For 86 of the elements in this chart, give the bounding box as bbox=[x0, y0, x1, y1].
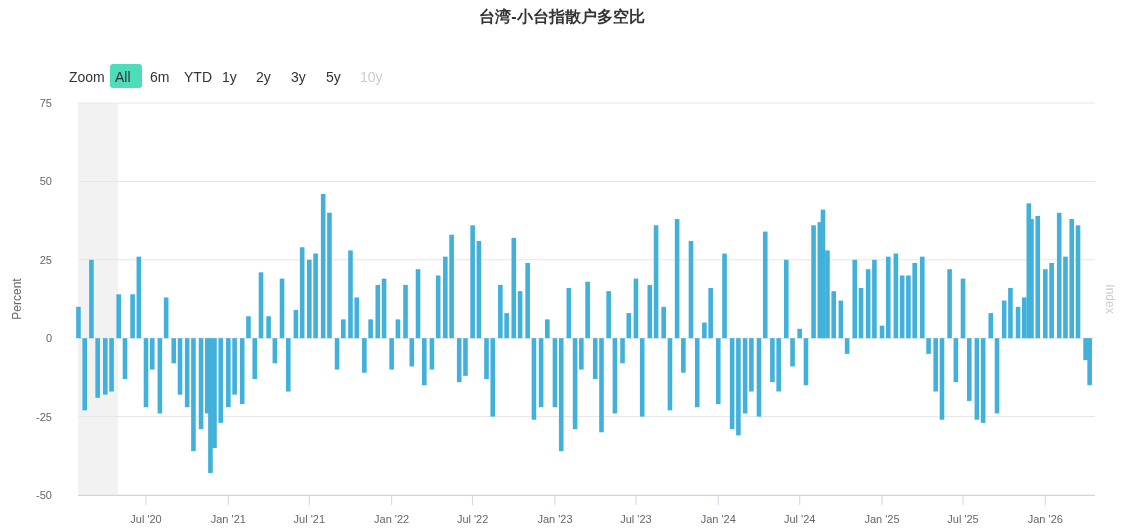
x-tick-label: Jan '22 bbox=[374, 513, 410, 525]
bar bbox=[736, 338, 741, 436]
bar bbox=[246, 316, 251, 339]
bar bbox=[89, 259, 94, 339]
bar bbox=[606, 291, 611, 339]
bar bbox=[988, 313, 994, 339]
bar bbox=[749, 338, 754, 392]
x-tick-label: Jul '20 bbox=[130, 513, 162, 525]
bar bbox=[116, 294, 122, 339]
bar bbox=[1008, 288, 1013, 339]
bar bbox=[389, 338, 394, 370]
bar bbox=[403, 284, 408, 339]
y-axis-title: Percent bbox=[10, 277, 24, 320]
bar bbox=[790, 338, 795, 367]
bar bbox=[783, 259, 789, 339]
bar bbox=[966, 338, 972, 401]
y-tick-label: -50 bbox=[36, 489, 52, 501]
x-tick-label: Jan '24 bbox=[700, 513, 736, 525]
bar bbox=[661, 306, 666, 339]
bar bbox=[585, 281, 590, 339]
bar bbox=[681, 338, 686, 373]
bar bbox=[919, 256, 925, 339]
bar bbox=[76, 306, 81, 339]
bar bbox=[95, 338, 100, 398]
text: 5y bbox=[326, 69, 341, 85]
bar bbox=[926, 338, 931, 354]
bar bbox=[933, 338, 939, 392]
bar bbox=[239, 338, 245, 405]
bar bbox=[368, 319, 373, 339]
bar bbox=[149, 338, 155, 370]
bar bbox=[579, 338, 584, 370]
bar bbox=[715, 338, 721, 405]
x-tick-label: Jul '21 bbox=[293, 513, 326, 525]
bar bbox=[327, 212, 332, 339]
bar bbox=[558, 338, 564, 452]
bar bbox=[130, 294, 135, 339]
text: 2y bbox=[256, 69, 271, 85]
bar bbox=[626, 313, 632, 339]
bar bbox=[470, 225, 475, 339]
y-tick-label: 50 bbox=[39, 175, 52, 188]
bar bbox=[266, 316, 271, 339]
bar bbox=[852, 259, 858, 339]
text: Zoom bbox=[69, 69, 105, 85]
x-tick-label: Jul '22 bbox=[456, 513, 489, 525]
bar bbox=[285, 338, 291, 392]
text: All bbox=[115, 69, 131, 85]
text: 6m bbox=[150, 69, 170, 85]
bar bbox=[722, 253, 727, 339]
bar bbox=[885, 256, 891, 339]
text: 3y bbox=[291, 69, 306, 85]
y-tick-label: 75 bbox=[39, 97, 52, 109]
bar bbox=[375, 284, 381, 339]
text: 1y bbox=[222, 69, 237, 85]
bar bbox=[872, 259, 877, 339]
x-tick-label: Jan '25 bbox=[864, 513, 900, 525]
x-tick-label: Jan '26 bbox=[1027, 513, 1063, 525]
bar bbox=[82, 338, 88, 411]
bar bbox=[797, 328, 802, 339]
bar bbox=[811, 225, 816, 339]
bar bbox=[947, 269, 952, 339]
y-tick-label: -25 bbox=[36, 410, 52, 423]
bar bbox=[171, 338, 177, 364]
bar bbox=[1087, 338, 1092, 386]
bar bbox=[252, 338, 258, 379]
x-tick-label: Jan '23 bbox=[537, 513, 573, 525]
y-tick-label: 0 bbox=[45, 332, 52, 345]
bar bbox=[545, 319, 550, 339]
bar bbox=[511, 237, 517, 339]
x-tick-label: Jul '24 bbox=[783, 513, 816, 525]
x-tick-label: Jul '23 bbox=[620, 513, 652, 525]
bar bbox=[409, 338, 415, 367]
chart-title: 台湾-小台指散户多空比 bbox=[479, 7, 645, 25]
bar bbox=[639, 338, 645, 417]
x-tick-label: Jul '25 bbox=[947, 513, 979, 525]
bar bbox=[620, 338, 625, 364]
bar bbox=[208, 338, 213, 474]
bar bbox=[362, 338, 367, 373]
bar bbox=[525, 262, 530, 339]
bar bbox=[341, 319, 346, 339]
bar bbox=[422, 338, 427, 386]
x-tick-label: Jan '21 bbox=[210, 513, 246, 525]
bar bbox=[191, 338, 196, 452]
bar bbox=[762, 231, 768, 339]
y-tick-label: 25 bbox=[39, 253, 52, 266]
text: YTD bbox=[184, 69, 212, 85]
bar bbox=[694, 338, 700, 408]
